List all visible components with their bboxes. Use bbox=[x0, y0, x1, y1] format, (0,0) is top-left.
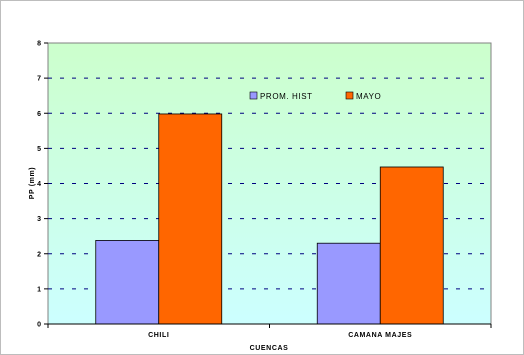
x-axis: CHILI CAMANA MAJES bbox=[47, 323, 492, 339]
y-tick-label: 6 bbox=[37, 111, 41, 118]
y-tick-label: 3 bbox=[37, 216, 41, 223]
y-tick-label: 1 bbox=[37, 286, 41, 293]
bar-prom-hist-camana-majes bbox=[316, 242, 381, 325]
y-tick-label: 4 bbox=[37, 181, 41, 188]
bars bbox=[95, 113, 444, 325]
legend-swatch bbox=[345, 91, 354, 100]
bar-mayo-camana-majes bbox=[379, 166, 444, 325]
bar-prom-hist-chili bbox=[95, 240, 160, 325]
y-tick-label: 0 bbox=[37, 322, 41, 329]
bar-mayo-chili bbox=[158, 113, 223, 325]
y-tick-label: 2 bbox=[37, 251, 41, 258]
legend: PROM. HIST MAYO bbox=[249, 91, 381, 101]
x-category-label: CAMANA MAJES bbox=[348, 332, 412, 339]
y-tick-label: 8 bbox=[37, 41, 41, 48]
y-tick-label: 7 bbox=[37, 76, 41, 83]
y-tick-label: 5 bbox=[37, 146, 41, 153]
y-axis: 0 1 2 3 4 5 6 7 8 bbox=[37, 41, 48, 329]
y-axis-label: PP (mm) bbox=[29, 167, 36, 199]
legend-label: MAYO bbox=[356, 92, 381, 101]
x-axis-label: CUENCAS bbox=[250, 345, 289, 352]
legend-swatch bbox=[249, 91, 258, 100]
legend-label: PROM. HIST bbox=[260, 92, 313, 101]
x-category-label: CHILI bbox=[148, 332, 169, 339]
